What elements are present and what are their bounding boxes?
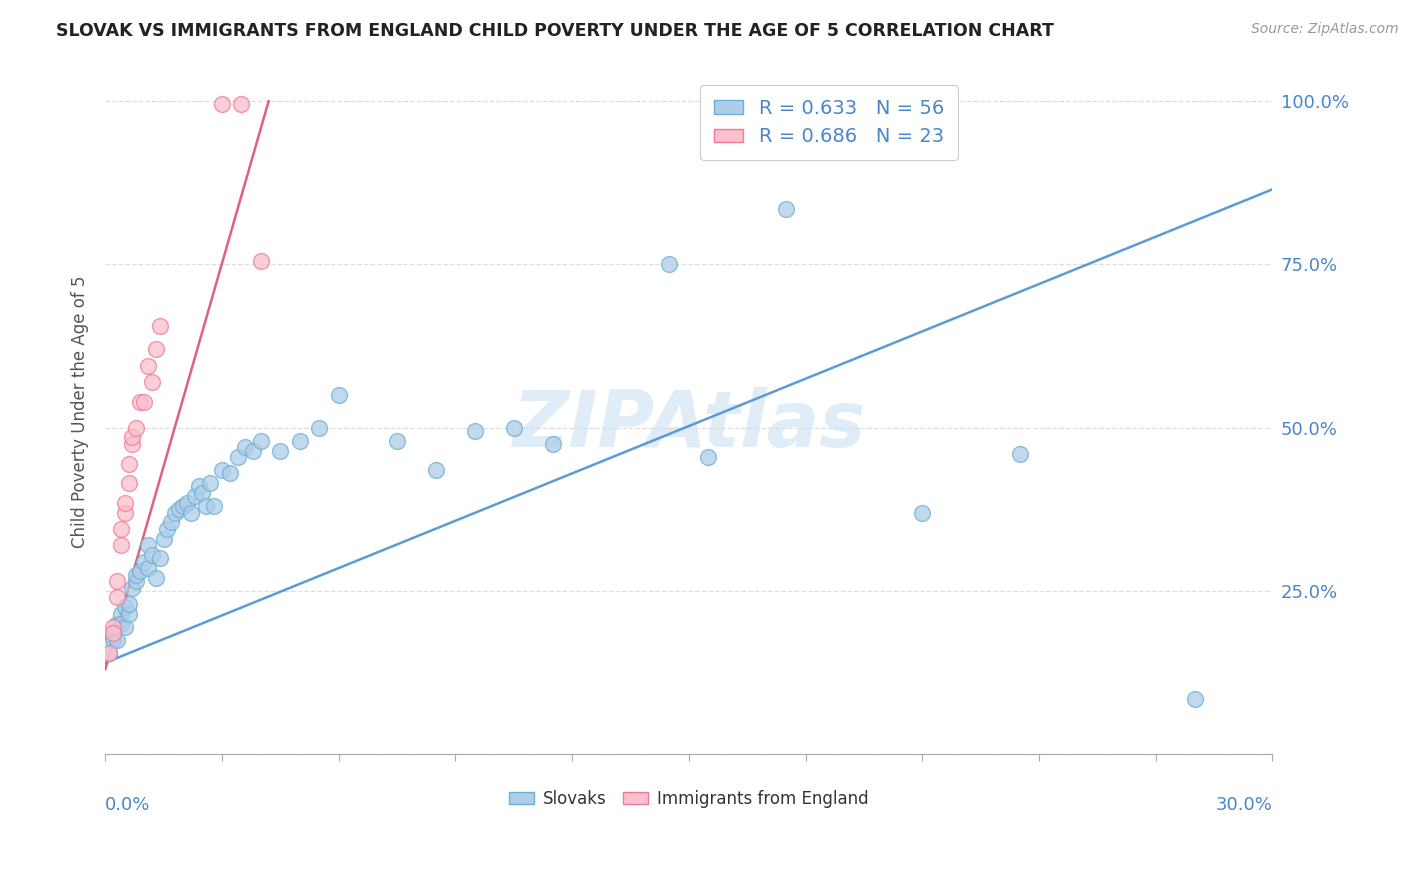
Point [141, 375, 163, 389]
Point [101, 620, 124, 634]
Point [129, 394, 152, 409]
Text: ZIPAtlas: ZIPAtlas [512, 387, 866, 463]
Point [125, 574, 148, 589]
Point [167, 502, 190, 516]
Point [114, 620, 136, 634]
Point [180, 506, 202, 520]
Point [101, 630, 124, 644]
Point [134, 555, 156, 569]
Point [187, 479, 209, 493]
Point [125, 420, 148, 434]
Point [117, 457, 139, 471]
Text: 0.0%: 0.0% [105, 796, 150, 814]
Point [231, 97, 253, 112]
Point [226, 450, 249, 464]
Point [110, 522, 132, 536]
Point [541, 437, 564, 451]
Point [156, 522, 179, 536]
Text: 30.0%: 30.0% [1216, 796, 1272, 814]
Point [152, 532, 174, 546]
Point [125, 567, 148, 582]
Point [110, 607, 132, 621]
Text: Source: ZipAtlas.com: Source: ZipAtlas.com [1251, 22, 1399, 37]
Point [114, 496, 136, 510]
Point [136, 359, 159, 373]
Point [328, 388, 350, 402]
Point [101, 626, 124, 640]
Point [1184, 691, 1206, 706]
Point [250, 254, 273, 268]
Point [121, 437, 143, 451]
Point [211, 463, 233, 477]
Point [195, 499, 218, 513]
Point [183, 489, 205, 503]
Point [165, 506, 187, 520]
Point [464, 424, 486, 438]
Point [233, 440, 256, 454]
Point [105, 574, 128, 589]
Point [242, 443, 264, 458]
Point [129, 565, 152, 579]
Point [697, 450, 720, 464]
Point [308, 420, 330, 434]
Point [775, 202, 797, 216]
Point [117, 476, 139, 491]
Point [117, 607, 139, 621]
Point [200, 476, 222, 491]
Point [172, 499, 194, 513]
Point [114, 600, 136, 615]
Point [98, 646, 121, 660]
Point [121, 430, 143, 444]
Point [117, 597, 139, 611]
Point [250, 434, 273, 448]
Point [141, 548, 163, 562]
Point [101, 632, 124, 647]
Point [269, 443, 291, 458]
Legend: Slovaks, Immigrants from England: Slovaks, Immigrants from England [503, 783, 875, 814]
Point [136, 561, 159, 575]
Point [105, 591, 128, 605]
Point [211, 97, 233, 112]
Point [110, 538, 132, 552]
Point [425, 463, 447, 477]
Point [176, 496, 198, 510]
Y-axis label: Child Poverty Under the Age of 5: Child Poverty Under the Age of 5 [72, 275, 89, 548]
Point [145, 343, 167, 357]
Point [191, 486, 214, 500]
Point [218, 467, 240, 481]
Point [288, 434, 311, 448]
Point [114, 506, 136, 520]
Point [145, 571, 167, 585]
Point [911, 506, 934, 520]
Point [121, 581, 143, 595]
Point [1008, 447, 1031, 461]
Text: SLOVAK VS IMMIGRANTS FROM ENGLAND CHILD POVERTY UNDER THE AGE OF 5 CORRELATION C: SLOVAK VS IMMIGRANTS FROM ENGLAND CHILD … [56, 22, 1054, 40]
Point [149, 319, 172, 334]
Point [105, 616, 128, 631]
Point [502, 420, 524, 434]
Point [134, 394, 156, 409]
Point [98, 646, 121, 660]
Point [105, 632, 128, 647]
Point [110, 616, 132, 631]
Point [658, 257, 681, 271]
Point [202, 499, 225, 513]
Point [385, 434, 408, 448]
Point [149, 551, 172, 566]
Point [136, 538, 159, 552]
Point [160, 516, 183, 530]
